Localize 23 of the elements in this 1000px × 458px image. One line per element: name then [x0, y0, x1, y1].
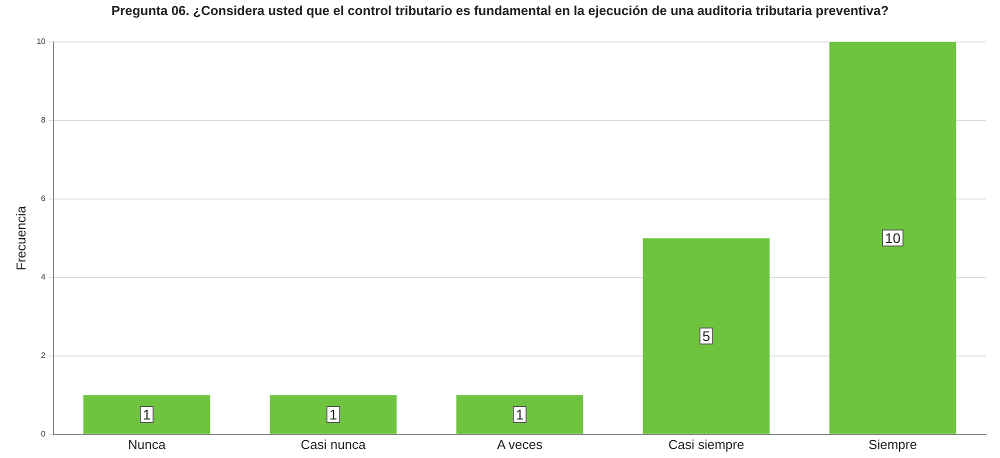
data-label: 1 — [329, 406, 338, 422]
chart-title: Pregunta 06. ¿Considera usted que el control tributario es fundamental en la ejecución de una auditoria tributaria preventiva? — [110, 3, 890, 20]
y-tick-label: 4 — [41, 272, 46, 282]
y-tick-label: 0 — [41, 430, 46, 439]
bar — [642, 238, 770, 434]
x-tick-label: Siempre — [868, 436, 917, 452]
bar — [270, 395, 397, 434]
x-tick-label: Casi siempre — [668, 436, 744, 452]
y-axis-title: Frecuencia — [13, 205, 28, 270]
x-tick-label: A veces — [496, 436, 544, 452]
bar — [456, 395, 584, 434]
data-label: 5 — [702, 328, 710, 344]
bar — [83, 395, 210, 434]
y-tick-label: 6 — [41, 194, 46, 204]
y-tick-label: 2 — [41, 351, 46, 360]
bar — [829, 42, 956, 434]
y-tick-label: 10 — [36, 37, 46, 46]
data-label: 10 — [884, 230, 901, 246]
data-label: 1 — [142, 406, 151, 422]
x-tick-label: Nunca — [128, 436, 166, 452]
data-label: 1 — [516, 406, 524, 422]
x-tick-label: Casi nunca — [300, 436, 367, 452]
y-tick-label: 8 — [41, 116, 46, 125]
